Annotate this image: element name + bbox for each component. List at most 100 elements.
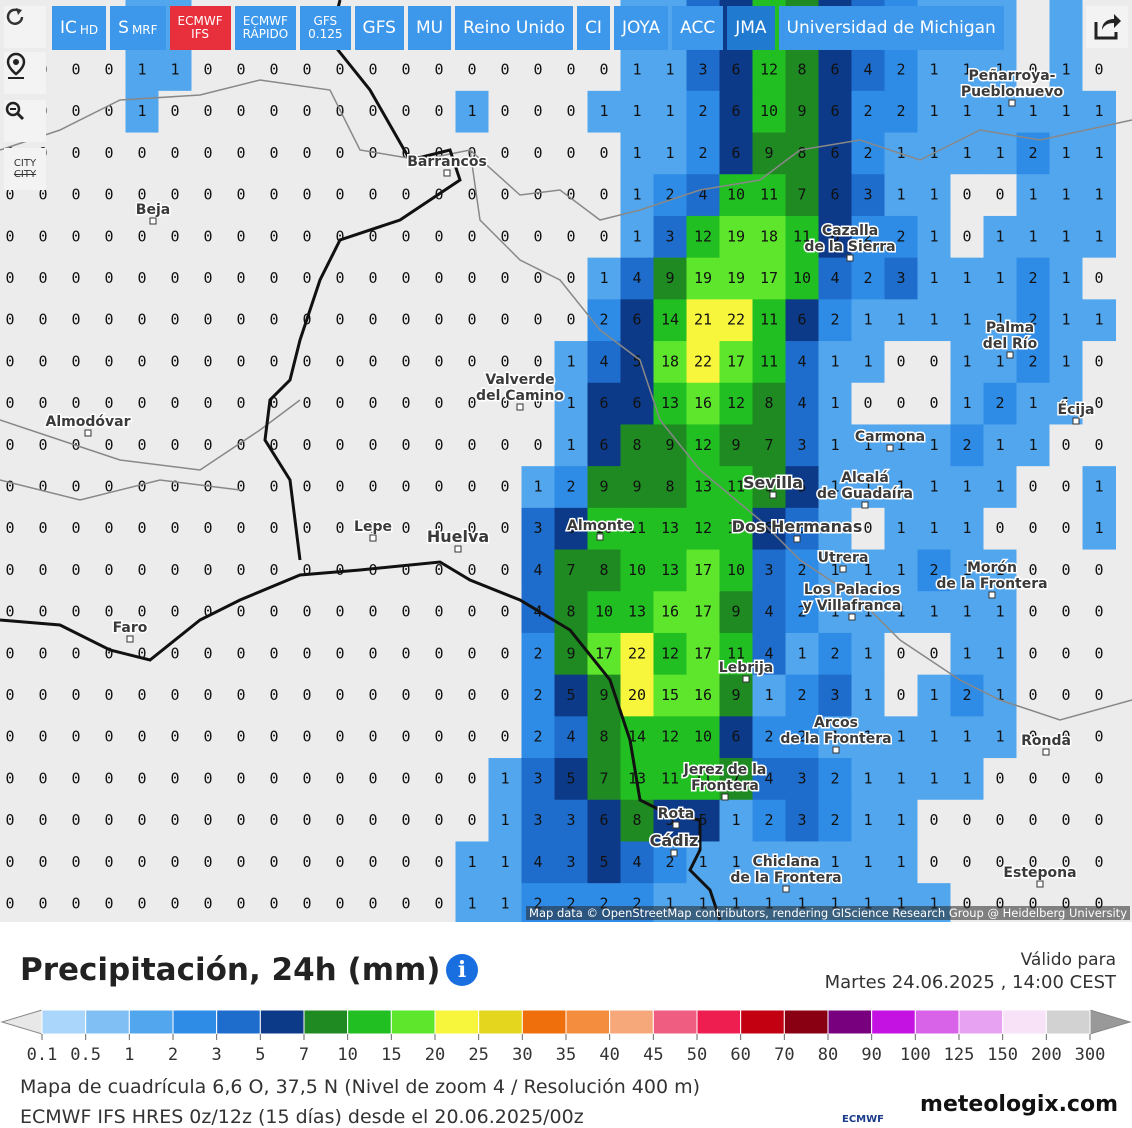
model-button[interactable]: ECMWF RÁPIDO	[234, 6, 297, 50]
precip-cell	[290, 841, 324, 884]
precip-cell	[950, 674, 984, 717]
location-button[interactable]	[4, 52, 46, 94]
precip-cell	[653, 215, 687, 259]
model-button[interactable]: ECMWF IFS	[169, 6, 231, 50]
precip-value: 0	[302, 478, 311, 496]
precip-value: 0	[170, 853, 179, 871]
info-button[interactable]: i	[446, 954, 478, 986]
precip-cell	[1016, 90, 1050, 134]
precip-value: 9	[731, 436, 740, 454]
precip-cell	[125, 299, 159, 342]
precip-cell	[818, 90, 852, 134]
city-marker	[1072, 417, 1080, 425]
legend-swatch	[652, 1009, 698, 1035]
refresh-button[interactable]	[4, 6, 46, 48]
precip-value: 0	[335, 186, 344, 204]
precip-value: 2	[797, 603, 806, 621]
precip-cell	[422, 341, 456, 384]
precip-cell	[158, 174, 192, 217]
precip-cell	[620, 466, 654, 509]
share-button[interactable]	[1086, 6, 1128, 48]
precip-value: 19	[727, 269, 745, 287]
precip-cell	[521, 632, 555, 676]
model-button[interactable]: GFS	[354, 6, 404, 50]
precip-cell	[257, 632, 291, 676]
model-button[interactable]: S MRF	[110, 6, 166, 50]
precip-value: 0	[467, 227, 476, 245]
precip-value: 0	[269, 644, 278, 662]
button-label: ACC	[680, 18, 716, 38]
model-button[interactable]: Universidad de Michigan	[778, 6, 1004, 50]
precip-value: 1	[1028, 436, 1037, 454]
model-button[interactable]: MU	[407, 6, 452, 50]
precip-value: 3	[797, 811, 806, 829]
city-label: Utrera	[818, 550, 869, 566]
precip-value: 0	[434, 102, 443, 120]
precip-value: 8	[797, 61, 806, 79]
precip-cell	[257, 758, 291, 801]
model-button[interactable]: ACC	[672, 6, 724, 50]
model-button[interactable]: JMA	[727, 6, 775, 50]
model-button[interactable]: GFS 0.125	[300, 6, 351, 50]
model-button[interactable]: JOYA	[613, 6, 669, 50]
precip-value: 0	[1094, 728, 1103, 746]
precip-value: 0	[500, 603, 509, 621]
precip-value: 3	[863, 186, 872, 204]
zoom-button[interactable]	[4, 100, 46, 142]
precip-cell	[26, 257, 60, 300]
precip-value: 2	[797, 686, 806, 704]
precip-cell	[818, 841, 852, 884]
precip-value: 3	[698, 61, 707, 79]
precip-value: 8	[599, 561, 608, 579]
precip-value: 1	[896, 728, 905, 746]
precip-value: 5	[632, 352, 641, 370]
precip-value: 4	[599, 352, 608, 370]
map[interactable]: 0000110000000000000113612864211101000001…	[0, 0, 1132, 922]
legend-tick-label: 20	[425, 1045, 445, 1065]
precip-value: 2	[830, 811, 839, 829]
precip-value: 1	[995, 644, 1004, 662]
precip-value: 0	[269, 144, 278, 162]
precip-cell	[752, 841, 786, 884]
precip-cell	[1016, 674, 1050, 717]
city-label: Estepona	[1003, 865, 1076, 881]
precip-cell	[191, 674, 225, 717]
precip-value: 0	[368, 478, 377, 496]
precip-value: 3	[830, 686, 839, 704]
model-button[interactable]: IC HD	[52, 6, 107, 50]
precip-cell	[488, 674, 522, 717]
precip-cell	[1082, 90, 1116, 134]
precip-value: 1	[962, 603, 971, 621]
precip-cell	[0, 466, 27, 509]
precip-cell	[1016, 424, 1050, 467]
precip-value: 0	[434, 311, 443, 329]
city-toggle[interactable]: CITY CITY	[4, 148, 46, 190]
precip-value: 0	[38, 561, 47, 579]
precip-value: 0	[1061, 519, 1070, 537]
precip-value: 1	[929, 519, 938, 537]
precip-cell	[191, 341, 225, 384]
precip-value: 10	[793, 269, 811, 287]
precip-value: 11	[760, 352, 778, 370]
precip-cell	[125, 382, 159, 425]
precip-value: 0	[401, 394, 410, 412]
precip-value: 4	[797, 394, 806, 412]
precip-cell	[917, 299, 951, 342]
model-button[interactable]: Reino Unido	[455, 6, 574, 50]
model-button[interactable]: CI	[577, 6, 610, 50]
precip-cell	[125, 507, 159, 551]
precip-cell	[1016, 341, 1050, 384]
precip-value: 0	[269, 769, 278, 787]
city-label: Écija	[1058, 401, 1095, 418]
precip-value: 4	[632, 853, 641, 871]
precip-value: 0	[104, 227, 113, 245]
precip-cell	[92, 382, 126, 425]
precip-value: 0	[104, 394, 113, 412]
precip-value: 19	[694, 269, 712, 287]
precip-cell	[983, 382, 1017, 425]
precip-cell	[752, 257, 786, 300]
precip-cell	[1049, 0, 1083, 92]
precip-value: 0	[1094, 269, 1103, 287]
precip-value: 11	[793, 227, 811, 245]
precip-value: 3	[797, 436, 806, 454]
